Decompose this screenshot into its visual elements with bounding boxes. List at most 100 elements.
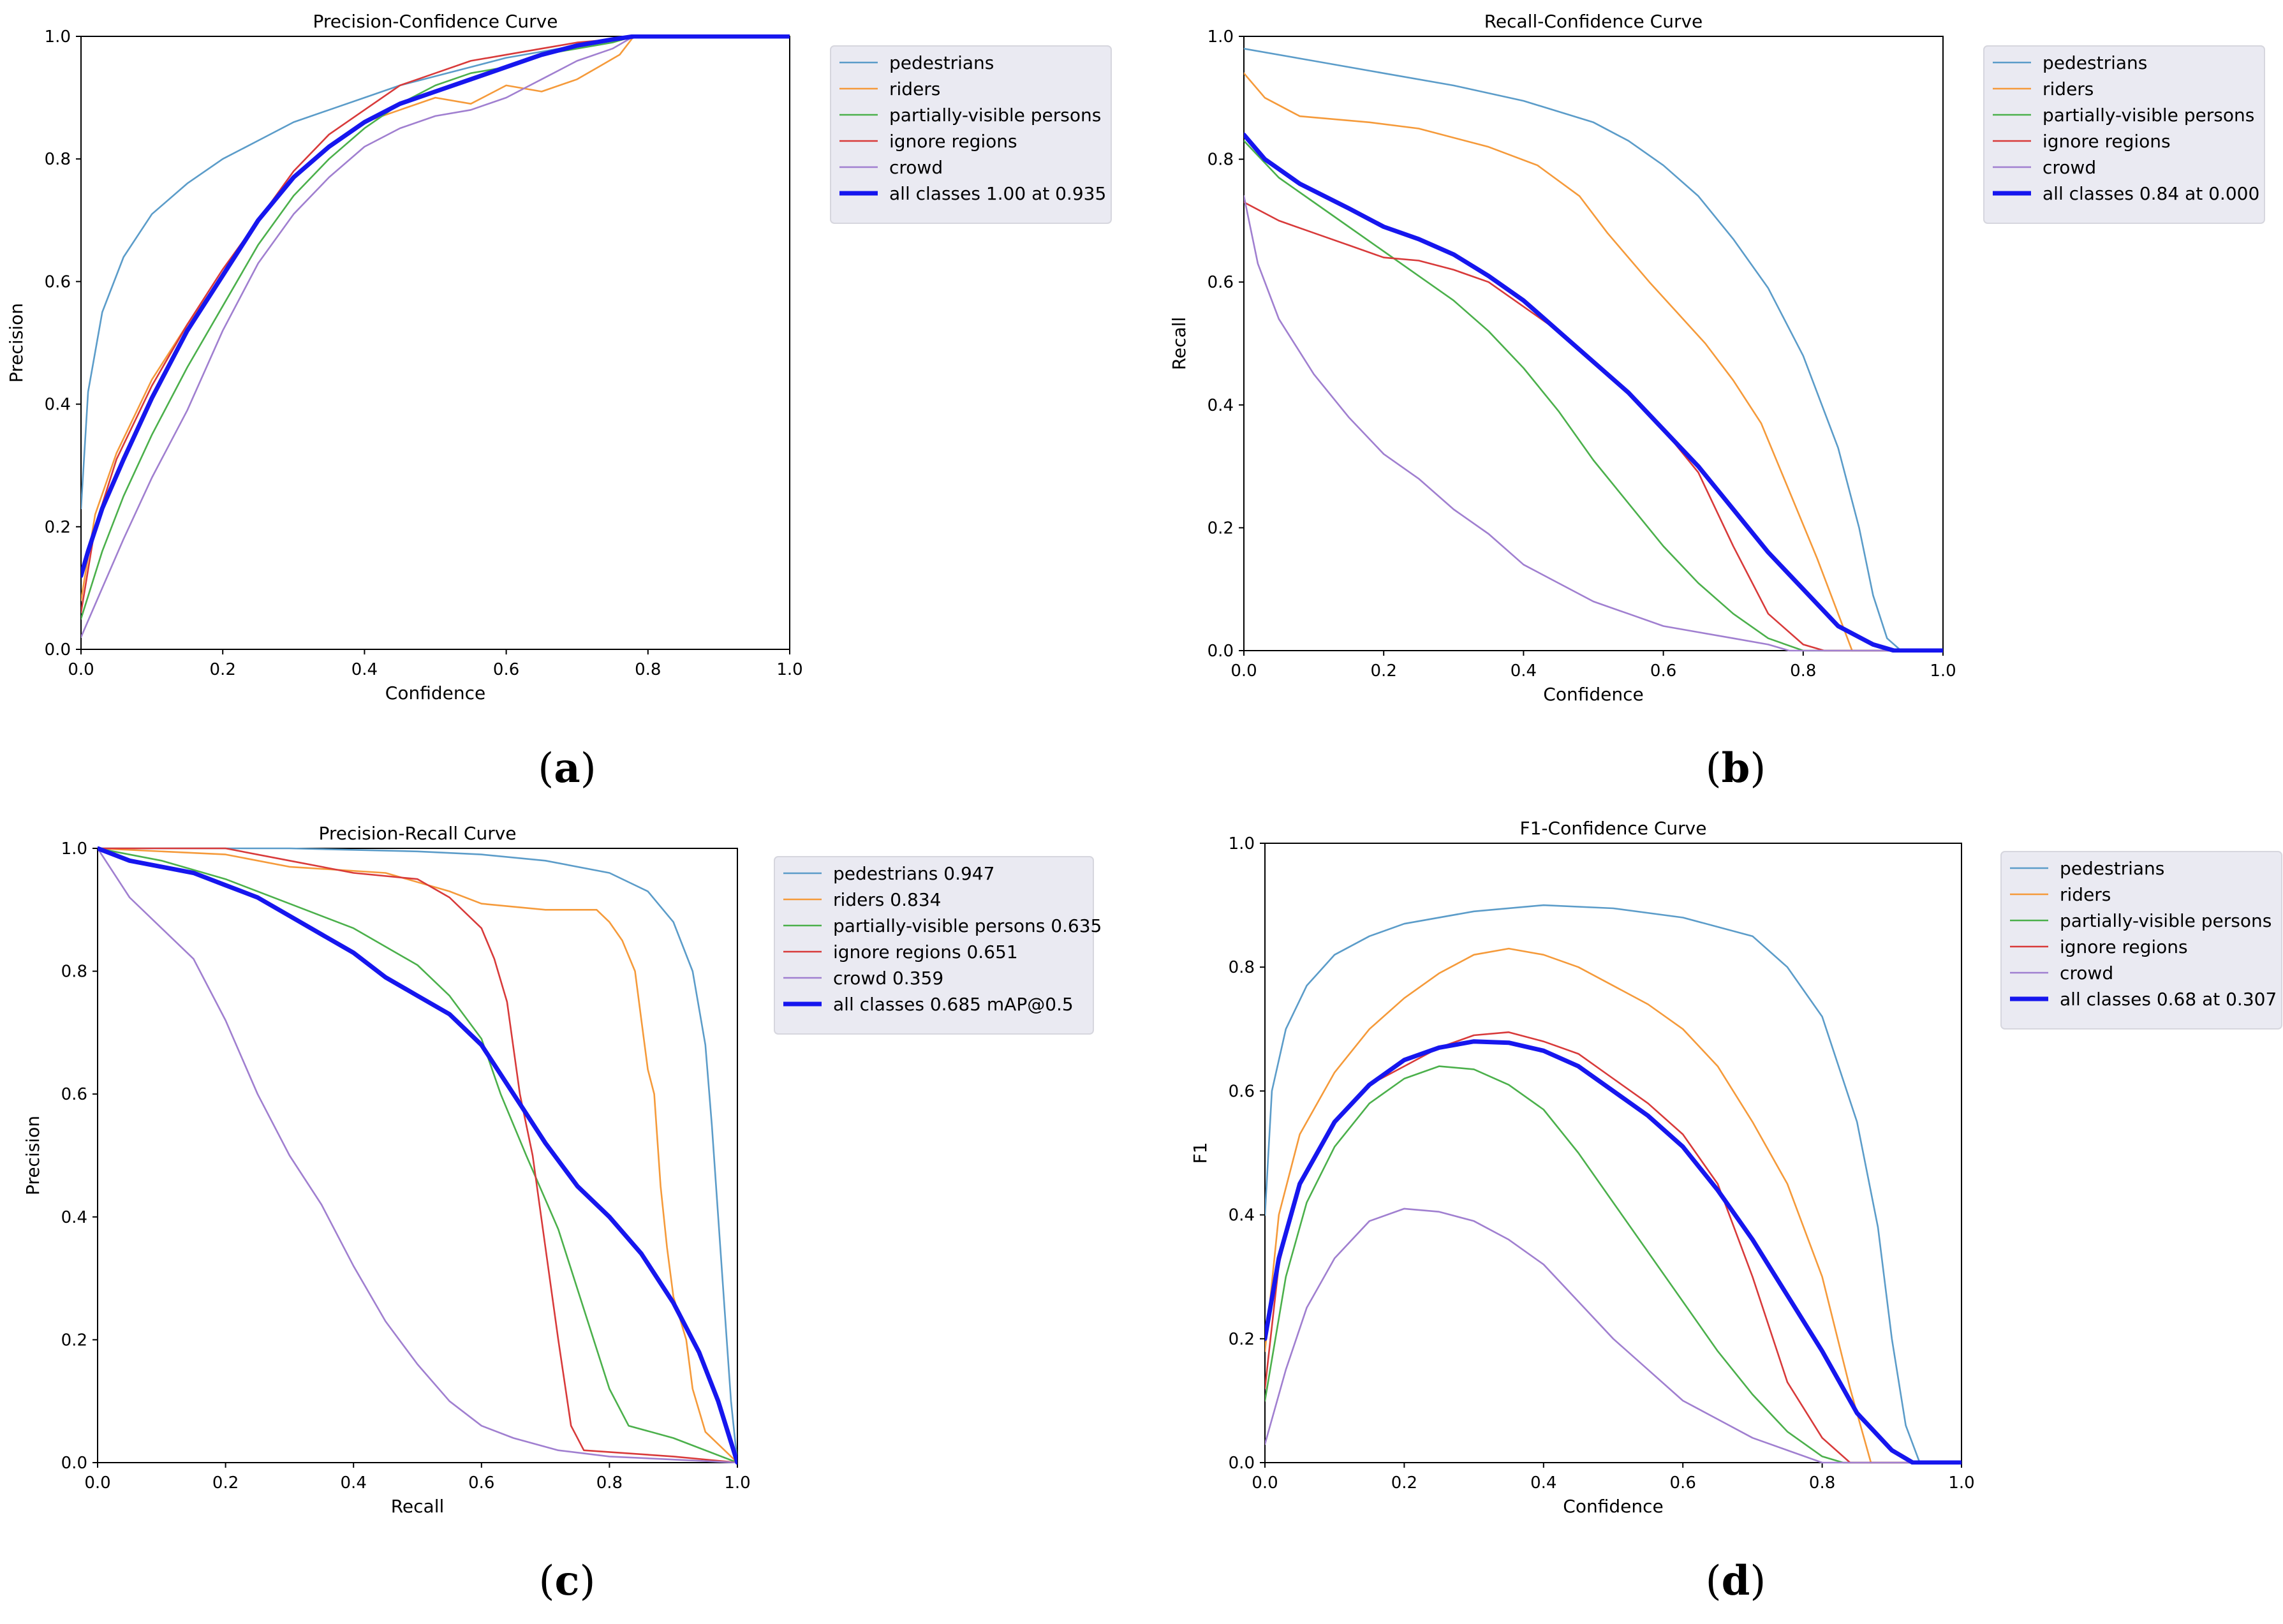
legend-entry: pedestrians <box>889 52 994 73</box>
chart-panel-b: 0.00.0 0.2 0.2 0.4 0.4 0.6 0.6 0.8 0.8 1.0 1.0 Reca… <box>1169 11 2265 792</box>
y-tick-label: 1.0 <box>61 839 87 859</box>
plot-area <box>80 36 790 650</box>
series-line-riders <box>1265 947 1962 1464</box>
series-line-partially_visible <box>1265 1065 1962 1464</box>
legend-box <box>1983 45 2265 224</box>
x-axis-label: Confidence <box>385 683 485 704</box>
legend-entry: crowd <box>2043 157 2096 178</box>
x-tick-label: 0.8 <box>1809 1473 1835 1493</box>
legend-entry: riders <box>889 78 940 100</box>
x-axis-label: Recall <box>391 1496 445 1517</box>
x-tick-label: 0.0 <box>1252 1473 1278 1493</box>
panel-caption: (c) <box>539 1557 596 1605</box>
x-tick-label: 0.2 <box>210 660 236 679</box>
legend-entry: pedestrians 0.947 <box>833 863 994 884</box>
panel-caption: (d) <box>1706 1557 1766 1605</box>
x-tick-label: 1.0 <box>1930 661 1956 681</box>
y-axis-label: Precision <box>22 1116 43 1195</box>
legend-entry: crowd 0.359 <box>833 968 943 989</box>
y-axis-label: Precision <box>6 303 27 383</box>
series-line-partially_visible <box>1244 140 1943 652</box>
series-line-partially_visible <box>81 35 790 620</box>
legend-entry: crowd <box>889 157 943 178</box>
legend-entry: partially-visible persons <box>2043 105 2254 126</box>
y-tick-label: 0.6 <box>61 1085 87 1104</box>
series-line-all_classes <box>81 34 790 579</box>
y-tick-label: 0.0 <box>1229 1454 1255 1473</box>
y-axis-label: F1 <box>1190 1142 1211 1164</box>
y-tick-label: 1.0 <box>45 27 71 47</box>
legend-box <box>2000 851 2282 1030</box>
chart-title: Precision-Recall Curve <box>318 823 516 844</box>
x-tick-label: 0.6 <box>1670 1473 1696 1493</box>
y-tick-label: 0.4 <box>45 395 71 415</box>
x-tick-label: 0.4 <box>351 660 378 679</box>
y-tick-label: 1.0 <box>1208 27 1234 47</box>
series-line-riders <box>98 847 737 1464</box>
x-tick-label: 0.2 <box>1391 1473 1417 1493</box>
y-tick-label: 0.8 <box>1229 958 1255 977</box>
chart-title: F1-Confidence Curve <box>1520 818 1707 839</box>
y-tick-label: 0.2 <box>45 518 71 537</box>
series-line-crowd <box>81 35 790 639</box>
legend-entry: all classes 0.84 at 0.000 <box>2043 183 2259 204</box>
x-tick-label: 0.0 <box>1230 661 1257 681</box>
y-tick-label: 0.6 <box>1229 1082 1255 1101</box>
series-line-crowd <box>98 847 737 1464</box>
legend-entry: ignore regions <box>889 131 1017 152</box>
x-axis-label: Confidence <box>1543 684 1643 705</box>
y-tick-label: 0.0 <box>45 640 71 660</box>
y-tick-label: 0.8 <box>61 963 87 982</box>
x-tick-label: 0.8 <box>1790 661 1816 681</box>
legend-entry: pedestrians <box>2043 52 2147 73</box>
series-line-all_classes <box>1265 1039 1962 1465</box>
legend-entry: riders <box>2060 884 2111 905</box>
legend-entry: ignore regions <box>2043 131 2171 152</box>
series-line-pedestrians <box>1265 904 1962 1464</box>
series-line-ignore_regions <box>81 35 790 614</box>
chart-title: Precision-Confidence Curve <box>313 11 558 32</box>
legend-entry: partially-visible persons <box>889 105 1101 126</box>
legend-entry: riders <box>2043 78 2094 100</box>
chart-panel-d: 0.00.0 0.2 0.2 0.4 0.4 0.6 0.6 0.8 0.8 1.0 1.0 F1-C… <box>1190 818 2282 1605</box>
x-tick-label: 0.6 <box>1650 661 1676 681</box>
legend-entry: ignore regions 0.651 <box>833 941 1018 963</box>
chart-panel-c: 0.00.0 0.2 0.2 0.4 0.4 0.6 0.6 0.8 0.8 1.0 1.0 Prec… <box>22 823 1102 1605</box>
y-axis-label: Recall <box>1169 317 1190 371</box>
chart-panel-a: 0.00.0 0.2 0.2 0.4 0.4 0.6 0.6 0.8 0.8 1.0 1.0 Prec… <box>6 11 1112 792</box>
legend-box <box>774 856 1094 1035</box>
legend-entry: ignore regions <box>2060 936 2188 957</box>
plot-area <box>1243 36 1944 651</box>
x-tick-label: 0.4 <box>1511 661 1537 681</box>
legend-entry: partially-visible persons <box>2060 910 2272 931</box>
y-tick-label: 0.0 <box>1208 642 1234 661</box>
y-tick-label: 0.6 <box>1208 273 1234 292</box>
x-tick-label: 1.0 <box>776 660 802 679</box>
series-line-pedestrians <box>98 847 737 1464</box>
legend-entry: crowd <box>2060 963 2113 984</box>
x-tick-label: 0.4 <box>1530 1473 1556 1493</box>
series-line-crowd <box>1265 1207 1962 1464</box>
y-tick-label: 0.4 <box>1229 1206 1255 1225</box>
series-line-all_classes <box>1244 132 1943 653</box>
legend-entry: riders 0.834 <box>833 889 941 910</box>
series-line-partially_visible <box>98 847 737 1464</box>
series-line-crowd <box>1244 195 1943 652</box>
series-line-pedestrians <box>1244 48 1943 652</box>
legend-entry: all classes 0.68 at 0.307 <box>2060 989 2277 1010</box>
legend-box <box>830 45 1112 224</box>
y-tick-label: 0.2 <box>1208 519 1234 538</box>
y-tick-label: 0.4 <box>1208 396 1234 415</box>
y-tick-label: 0.2 <box>61 1331 87 1350</box>
y-tick-label: 0.6 <box>45 272 71 292</box>
legend-entry: all classes 0.685 mAP@0.5 <box>833 994 1074 1015</box>
series-line-ignore_regions <box>98 847 737 1464</box>
x-tick-label: 0.2 <box>1371 661 1397 681</box>
series-line-all_classes <box>98 846 737 1465</box>
x-tick-label: 0.6 <box>493 660 519 679</box>
x-tick-label: 0.4 <box>341 1473 367 1493</box>
legend-entry: pedestrians <box>2060 858 2164 879</box>
y-tick-label: 0.8 <box>45 150 71 169</box>
x-tick-label: 0.0 <box>68 660 94 679</box>
x-axis-label: Confidence <box>1563 1496 1663 1517</box>
